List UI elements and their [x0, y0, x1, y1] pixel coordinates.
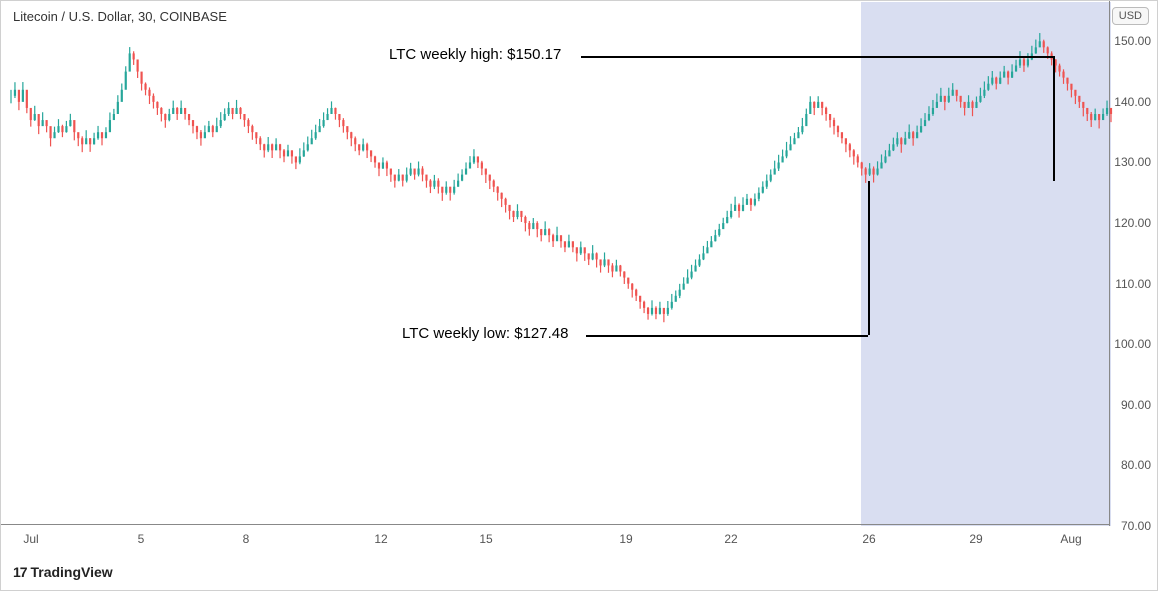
y-axis: 70.0080.0090.00100.00110.00120.00130.001…: [1109, 1, 1157, 526]
tradingview-logo-icon: 17: [13, 564, 27, 580]
x-axis: Jul 5 8 12 15 19 22 26 29 Aug: [1, 524, 1109, 550]
y-tick-label: 130.00: [1114, 155, 1151, 169]
x-tick-label: 26: [862, 532, 875, 546]
x-tick-label: 12: [374, 532, 387, 546]
y-tick-label: 150.00: [1114, 34, 1151, 48]
y-tick-label: 100.00: [1114, 337, 1151, 351]
annotation-connector: [1053, 56, 1055, 181]
annotation-text: LTC weekly low: $127.48: [402, 325, 568, 342]
x-tick-label: 29: [969, 532, 982, 546]
y-tick-label: 120.00: [1114, 216, 1151, 230]
y-tick-label: 140.00: [1114, 95, 1151, 109]
y-tick-label: 80.00: [1121, 458, 1151, 472]
x-tick-label: 15: [479, 532, 492, 546]
x-tick-label: 5: [138, 532, 145, 546]
x-tick-label: 19: [619, 532, 632, 546]
annotation-text: LTC weekly high: $150.17: [389, 46, 561, 63]
annotation-connector: [868, 181, 870, 335]
y-tick-label: 70.00: [1121, 519, 1151, 533]
x-tick-label: Jul: [23, 532, 38, 546]
annotation-connector: [581, 56, 1053, 58]
y-tick-label: 110.00: [1115, 277, 1151, 291]
tradingview-branding: 17 TradingView: [13, 564, 113, 580]
x-tick-label: Aug: [1060, 532, 1081, 546]
y-tick-label: 90.00: [1121, 398, 1151, 412]
price-chart: [1, 1, 1158, 556]
chart-container: Litecoin / U.S. Dollar, 30, COINBASE USD…: [0, 0, 1158, 591]
annotation-connector: [586, 335, 868, 337]
branding-text: TradingView: [30, 564, 112, 580]
x-tick-label: 22: [724, 532, 737, 546]
x-tick-label: 8: [243, 532, 250, 546]
